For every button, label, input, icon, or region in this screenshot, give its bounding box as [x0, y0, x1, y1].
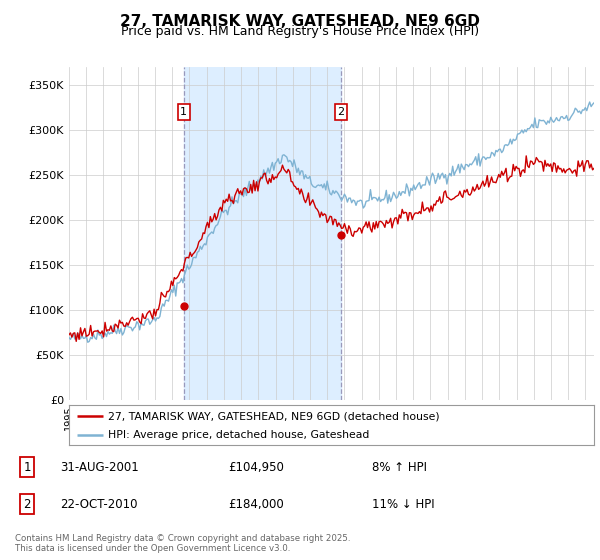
Text: 27, TAMARISK WAY, GATESHEAD, NE9 6GD: 27, TAMARISK WAY, GATESHEAD, NE9 6GD	[120, 14, 480, 29]
Text: 2: 2	[23, 498, 31, 511]
Text: 31-AUG-2001: 31-AUG-2001	[60, 461, 139, 474]
Bar	[184, 67, 341, 400]
Text: 2: 2	[337, 107, 344, 117]
Text: £104,950: £104,950	[228, 461, 284, 474]
Text: 1: 1	[23, 461, 31, 474]
Text: 1: 1	[181, 107, 187, 117]
Text: £184,000: £184,000	[228, 498, 284, 511]
Text: 22-OCT-2010: 22-OCT-2010	[60, 498, 137, 511]
Text: Price paid vs. HM Land Registry's House Price Index (HPI): Price paid vs. HM Land Registry's House …	[121, 25, 479, 38]
Text: 11% ↓ HPI: 11% ↓ HPI	[372, 498, 434, 511]
Text: 27, TAMARISK WAY, GATESHEAD, NE9 6GD (detached house): 27, TAMARISK WAY, GATESHEAD, NE9 6GD (de…	[109, 411, 440, 421]
Text: 8% ↑ HPI: 8% ↑ HPI	[372, 461, 427, 474]
Text: Contains HM Land Registry data © Crown copyright and database right 2025.
This d: Contains HM Land Registry data © Crown c…	[15, 534, 350, 553]
Text: HPI: Average price, detached house, Gateshead: HPI: Average price, detached house, Gate…	[109, 430, 370, 440]
